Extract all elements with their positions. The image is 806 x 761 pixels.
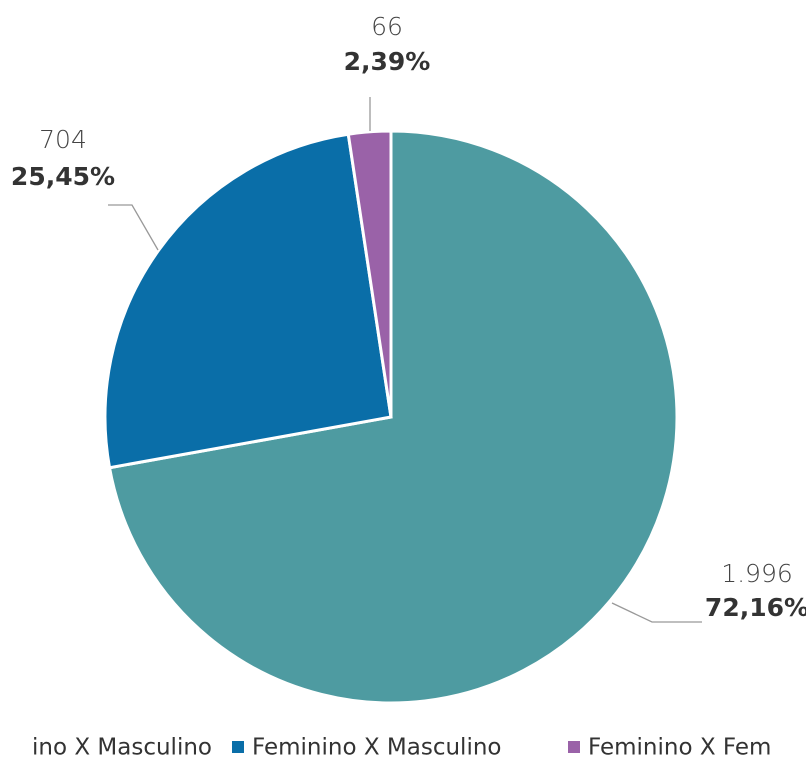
value-label: 66 xyxy=(371,12,403,41)
legend-label: Feminino X Masculino xyxy=(252,735,502,761)
pie-slice xyxy=(103,132,393,470)
legend-marker xyxy=(232,741,244,753)
pie-slice xyxy=(107,129,679,705)
leader-line xyxy=(611,602,702,623)
percentage-label: 72,16% xyxy=(705,593,806,622)
value-label: 1.996 xyxy=(721,559,793,588)
value-label: 704 xyxy=(39,125,87,154)
legend-marker xyxy=(568,741,580,753)
legend-label: ino X Masculino xyxy=(32,735,212,761)
legend-label: Feminino X Fem xyxy=(588,735,771,761)
percentage-label: 25,45% xyxy=(11,162,115,191)
leader-line xyxy=(108,204,159,251)
pie-slice xyxy=(346,129,393,418)
percentage-label: 2,39% xyxy=(344,47,431,76)
